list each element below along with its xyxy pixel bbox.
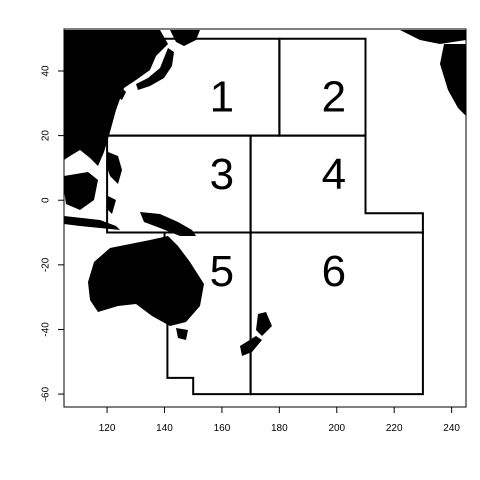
- x-tick-label: 180: [271, 423, 288, 434]
- y-tick-label: -40: [41, 322, 52, 337]
- australia: [88, 236, 204, 326]
- x-tick-label: 200: [328, 423, 345, 434]
- landmasses: [64, 30, 466, 356]
- y-tick-label: 40: [41, 65, 52, 77]
- x-tick-label: 220: [386, 423, 403, 434]
- y-tick-label: -60: [41, 386, 52, 401]
- borneo: [64, 172, 98, 210]
- sulawesi: [106, 196, 116, 214]
- region-6-boundary: [249, 231, 424, 396]
- x-tick-label: 140: [156, 423, 173, 434]
- philippines: [106, 152, 122, 184]
- x-tick-label: 160: [214, 423, 231, 434]
- region-boundaries: [106, 37, 424, 396]
- region-label-5: 5: [210, 247, 234, 296]
- region-labels: 1 2 3 4 5 6: [210, 73, 346, 296]
- y-axis: 40 20 0 -20 -40 -60: [41, 65, 64, 401]
- x-tick-label: 120: [99, 423, 116, 434]
- region-label-4: 4: [322, 150, 346, 199]
- alaska-islands: [400, 30, 466, 44]
- plot-frame: [63, 28, 467, 408]
- tasmania: [176, 328, 188, 340]
- x-tick-label: 240: [443, 423, 460, 434]
- region-label-6: 6: [322, 247, 346, 296]
- region-label-3: 3: [210, 150, 234, 199]
- indonesia-chain: [64, 216, 120, 230]
- new-zealand-north: [256, 312, 272, 336]
- y-tick-label: -20: [41, 257, 52, 272]
- x-axis: 120 140 160 180 200 220 240: [99, 407, 460, 434]
- japan-island: [136, 48, 174, 90]
- region-label-2: 2: [322, 73, 346, 122]
- y-tick-label: 0: [41, 197, 52, 203]
- north-america: [440, 44, 466, 116]
- new-guinea: [140, 212, 196, 236]
- asia-mainland: [64, 30, 168, 166]
- region-label-1: 1: [210, 73, 234, 122]
- korea-taiwan: [116, 86, 126, 100]
- y-tick-label: 20: [41, 130, 52, 142]
